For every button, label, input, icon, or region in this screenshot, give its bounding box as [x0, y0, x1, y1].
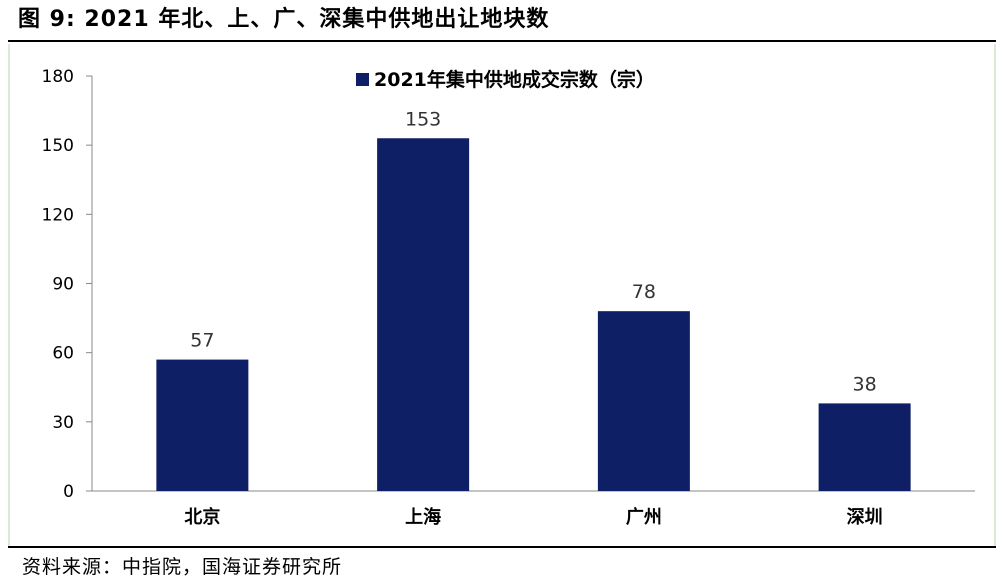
y-tick-label: 150	[42, 136, 74, 156]
source-rule	[8, 546, 996, 548]
x-tick-label: 上海	[405, 506, 441, 528]
figure-title: 图 9: 2021 年北、上、广、深集中供地出让地块数	[18, 7, 550, 32]
y-tick-label: 30	[52, 413, 74, 433]
y-tick-label: 60	[52, 344, 74, 364]
x-tick-label: 广州	[626, 506, 662, 528]
legend: 2021年集中供地成交宗数（宗）	[356, 68, 655, 91]
x-tick-label: 北京	[184, 506, 220, 528]
y-axis: 0 30 60 90 120 150 180	[42, 67, 93, 502]
y-tick-label: 180	[42, 67, 74, 87]
legend-swatch	[356, 73, 369, 86]
x-axis: 北京 上海 广州 深圳	[92, 490, 975, 528]
y-tick-label: 90	[52, 275, 74, 295]
bar	[156, 359, 249, 491]
y-tick-label: 120	[42, 205, 74, 225]
bar	[377, 138, 470, 491]
data-label: 57	[190, 330, 214, 352]
data-label: 153	[405, 108, 441, 130]
data-label: 78	[632, 281, 656, 303]
data-label: 38	[853, 373, 877, 395]
bar	[818, 403, 911, 491]
y-tick-label: 0	[63, 482, 74, 502]
title-rule	[8, 40, 996, 42]
bar	[597, 311, 690, 491]
legend-label: 2021年集中供地成交宗数（宗）	[374, 68, 655, 91]
bar-series: 57 153 78 38	[156, 108, 911, 491]
source-note: 资料来源：中指院，国海证券研究所	[22, 556, 343, 578]
x-tick-label: 深圳	[847, 506, 883, 528]
